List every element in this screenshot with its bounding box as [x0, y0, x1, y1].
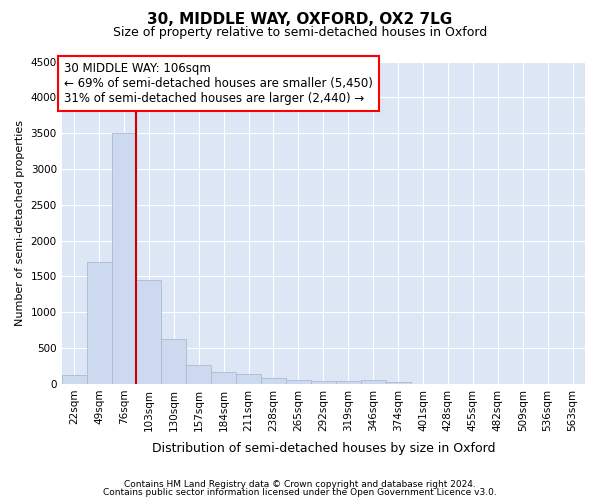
Bar	[236, 374, 261, 384]
Text: Contains public sector information licensed under the Open Government Licence v3: Contains public sector information licen…	[103, 488, 497, 497]
Bar	[286, 380, 311, 384]
Bar	[261, 378, 286, 384]
Bar	[211, 372, 236, 384]
Text: Size of property relative to semi-detached houses in Oxford: Size of property relative to semi-detach…	[113, 26, 487, 39]
Bar	[186, 366, 211, 384]
Bar	[62, 376, 86, 384]
Bar	[311, 380, 336, 384]
Text: Contains HM Land Registry data © Crown copyright and database right 2024.: Contains HM Land Registry data © Crown c…	[124, 480, 476, 489]
Bar	[336, 381, 361, 384]
Bar	[136, 280, 161, 384]
Bar	[361, 380, 386, 384]
Text: 30 MIDDLE WAY: 106sqm
← 69% of semi-detached houses are smaller (5,450)
31% of s: 30 MIDDLE WAY: 106sqm ← 69% of semi-deta…	[64, 62, 373, 105]
Bar	[386, 382, 410, 384]
X-axis label: Distribution of semi-detached houses by size in Oxford: Distribution of semi-detached houses by …	[152, 442, 495, 455]
Bar	[86, 262, 112, 384]
Bar	[112, 133, 136, 384]
Text: 30, MIDDLE WAY, OXFORD, OX2 7LG: 30, MIDDLE WAY, OXFORD, OX2 7LG	[148, 12, 452, 28]
Y-axis label: Number of semi-detached properties: Number of semi-detached properties	[15, 120, 25, 326]
Bar	[161, 340, 186, 384]
